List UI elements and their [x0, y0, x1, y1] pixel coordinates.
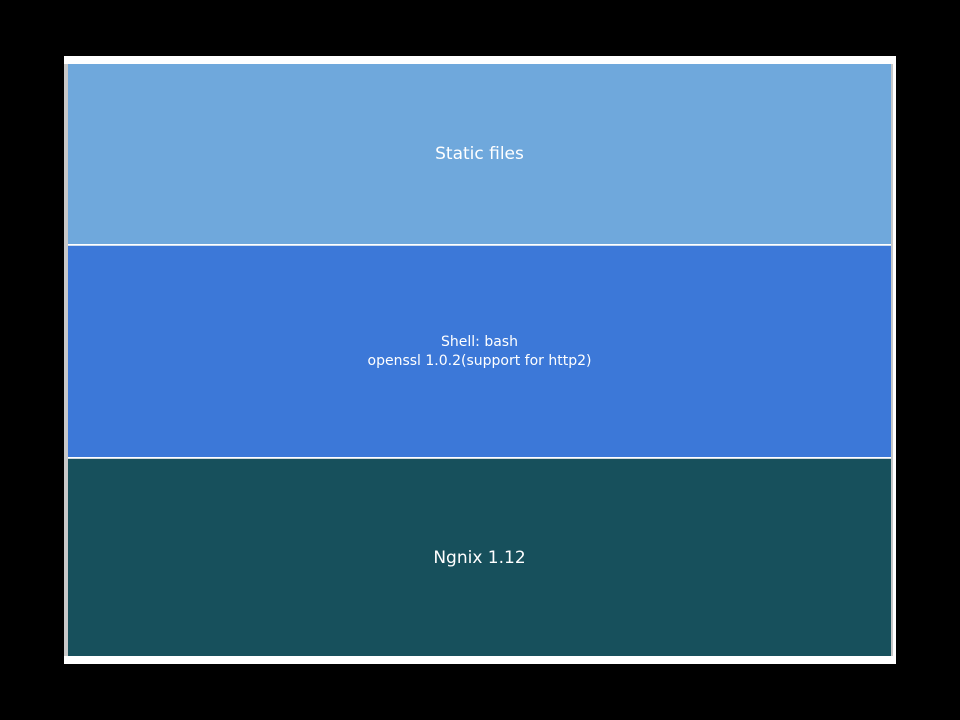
layer-ngnix-label: Ngnix 1.12 — [433, 547, 526, 568]
layer-stack-diagram: Static files Shell: bash openssl 1.0.2(s… — [68, 64, 891, 656]
layer-shell-label-line-2: openssl 1.0.2(support for http2) — [367, 352, 592, 369]
frame-right-edge — [891, 64, 893, 656]
layer-static-files-label: Static files — [435, 144, 524, 164]
layer-ngnix: Ngnix 1.12 — [68, 458, 891, 656]
layer-shell-label-line-1: Shell: bash — [441, 333, 518, 350]
frame-left-edge — [64, 64, 68, 656]
layer-shell: Shell: bash openssl 1.0.2(support for ht… — [68, 245, 891, 457]
layer-static-files: Static files — [68, 64, 891, 244]
